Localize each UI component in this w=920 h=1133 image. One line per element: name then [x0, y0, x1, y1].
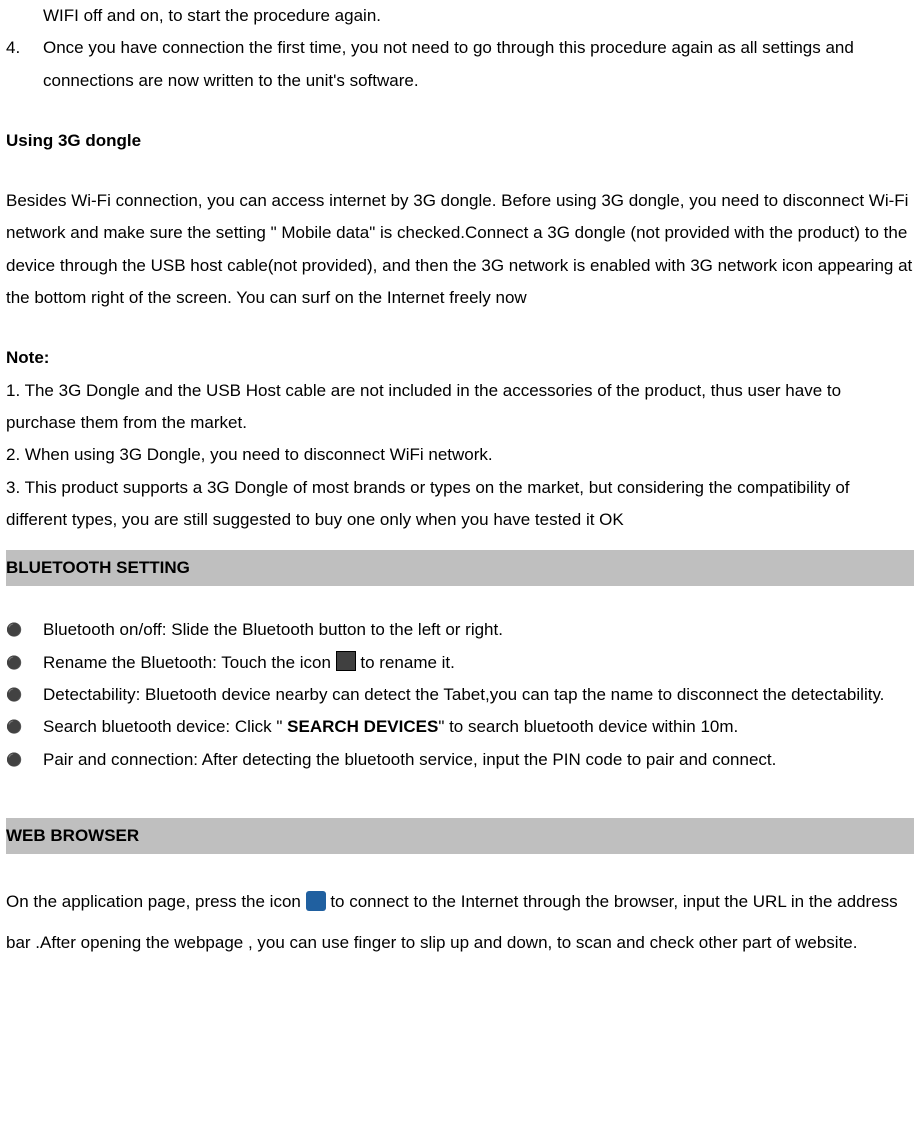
note-1: 1. The 3G Dongle and the USB Host cable …	[6, 375, 914, 440]
web-paragraph: On the application page, press the icon …	[6, 882, 914, 964]
list-number: 4.	[6, 32, 43, 97]
note-3: 3. This product supports a 3G Dongle of …	[6, 472, 914, 537]
bullet-item: ⚫ Rename the Bluetooth: Touch the icon t…	[6, 647, 914, 679]
text-post: " to search bluetooth device within 10m.	[438, 717, 738, 736]
bullet-icon: ⚫	[6, 647, 43, 679]
text-post: to rename it.	[356, 653, 455, 672]
heading-3g-dongle: Using 3G dongle	[6, 125, 914, 157]
bullet-item: ⚫ Detectability: Bluetooth device nearby…	[6, 679, 914, 711]
bullet-icon: ⚫	[6, 711, 43, 743]
web-paragraph-wrap: On the application page, press the icon …	[6, 882, 914, 964]
section-header-web: WEB BROWSER	[6, 818, 914, 854]
list-item-4: 4. Once you have connection the first ti…	[6, 32, 914, 97]
settings-icon	[336, 651, 356, 671]
bullet-icon: ⚫	[6, 744, 43, 776]
bullet-text: Rename the Bluetooth: Touch the icon to …	[43, 647, 914, 679]
text-pre: Rename the Bluetooth: Touch the icon	[43, 653, 336, 672]
text-pre: On the application page, press the icon	[6, 892, 306, 911]
bullet-text: Detectability: Bluetooth device nearby c…	[43, 679, 914, 711]
paragraph-3g: Besides Wi-Fi connection, you can access…	[6, 185, 914, 314]
list-item-3-continuation: WIFI off and on, to start the procedure …	[6, 0, 914, 32]
text-bold: SEARCH DEVICES	[287, 717, 438, 736]
note-2: 2. When using 3G Dongle, you need to dis…	[6, 439, 914, 471]
text-pre: Search bluetooth device: Click "	[43, 717, 287, 736]
note-label: Note:	[6, 342, 914, 374]
bullet-item: ⚫ Bluetooth on/off: Slide the Bluetooth …	[6, 614, 914, 646]
list-text: Once you have connection the first time,…	[43, 32, 914, 97]
bluetooth-list: ⚫ Bluetooth on/off: Slide the Bluetooth …	[6, 614, 914, 775]
bullet-item: ⚫ Search bluetooth device: Click " SEARC…	[6, 711, 914, 743]
bullet-item: ⚫ Pair and connection: After detecting t…	[6, 744, 914, 776]
text: WIFI off and on, to start the procedure …	[43, 6, 381, 25]
bullet-icon: ⚫	[6, 679, 43, 711]
bullet-text: Search bluetooth device: Click " SEARCH …	[43, 711, 914, 743]
section-header-bluetooth: BLUETOOTH SETTING	[6, 550, 914, 586]
browser-icon	[306, 891, 326, 911]
bullet-icon: ⚫	[6, 614, 43, 646]
bullet-text: Bluetooth on/off: Slide the Bluetooth bu…	[43, 614, 914, 646]
bullet-text: Pair and connection: After detecting the…	[43, 744, 914, 776]
